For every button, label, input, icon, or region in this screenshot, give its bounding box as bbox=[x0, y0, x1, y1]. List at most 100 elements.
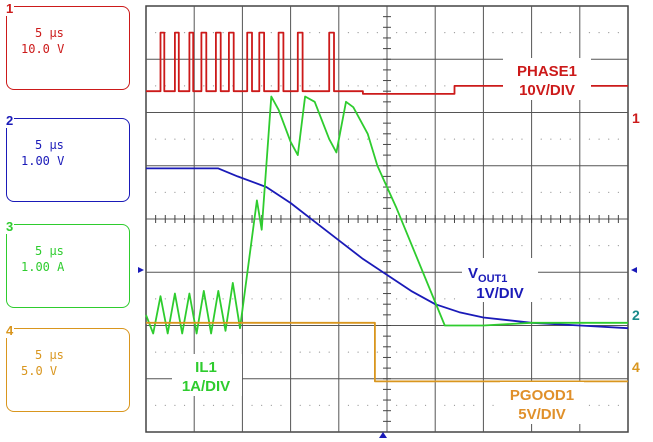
grid-dot bbox=[347, 298, 350, 300]
phase-div-label: 10V/DIV bbox=[519, 82, 575, 99]
grid-dot bbox=[463, 191, 465, 193]
grid-dot bbox=[164, 404, 166, 406]
grid-dot bbox=[405, 138, 407, 140]
traces bbox=[145, 31, 629, 383]
grid-dot bbox=[444, 191, 446, 193]
grid-dot bbox=[598, 351, 600, 353]
grid-dot bbox=[203, 85, 205, 87]
grid-dot bbox=[280, 85, 282, 87]
grid-dot bbox=[261, 351, 263, 353]
grid-dot bbox=[299, 404, 301, 406]
grid-dot bbox=[299, 351, 301, 353]
channel-number: 1 bbox=[5, 1, 15, 16]
grid-dot bbox=[251, 404, 253, 406]
grid-dot bbox=[424, 191, 427, 193]
grid-dot bbox=[212, 191, 215, 193]
grid-dot bbox=[347, 351, 350, 353]
grid-dot bbox=[203, 245, 205, 247]
grid-dot bbox=[463, 245, 465, 247]
grid-dot bbox=[318, 85, 321, 87]
channel-number: 4 bbox=[5, 323, 15, 338]
grid-dot bbox=[203, 138, 205, 140]
grid-dot bbox=[540, 245, 542, 247]
grid-dot bbox=[357, 245, 359, 247]
grid-dot bbox=[453, 404, 456, 406]
grid-dot bbox=[617, 191, 619, 193]
grid-dot bbox=[405, 245, 407, 247]
grid-dot bbox=[183, 85, 186, 87]
grid-dot bbox=[463, 32, 465, 34]
vout-div-label: 1V/DIV bbox=[476, 285, 524, 302]
grid-dot bbox=[357, 85, 359, 87]
grid-dot bbox=[415, 351, 417, 353]
grid-dot bbox=[444, 32, 446, 34]
trace-marker-2: 2 bbox=[632, 307, 640, 323]
grid-dot bbox=[155, 351, 157, 353]
grid-dot bbox=[588, 404, 591, 406]
grid-dot bbox=[299, 191, 301, 193]
grid-dot bbox=[347, 191, 350, 193]
grid-dot bbox=[174, 351, 176, 353]
grid-dot bbox=[405, 404, 407, 406]
grid-dot bbox=[164, 298, 166, 300]
grid-dot bbox=[261, 138, 263, 140]
trace-marker-4: 4 bbox=[632, 359, 640, 375]
grid-dot bbox=[280, 351, 282, 353]
grid-dot bbox=[569, 351, 571, 353]
grid-dot bbox=[550, 138, 552, 140]
grid-dot bbox=[376, 32, 378, 34]
grid-dot bbox=[405, 191, 407, 193]
grid-dot bbox=[598, 191, 600, 193]
grid-dot bbox=[183, 351, 186, 353]
grid-dot bbox=[559, 32, 562, 34]
channel-number: 3 bbox=[5, 219, 15, 234]
grid-dot bbox=[396, 191, 398, 193]
grid-dot bbox=[299, 245, 301, 247]
grid-dot bbox=[598, 32, 600, 34]
grid-dot bbox=[376, 191, 378, 193]
grid-dot bbox=[270, 191, 272, 193]
grid-dot bbox=[540, 32, 542, 34]
phase-label-bg bbox=[503, 58, 591, 100]
grid-dot bbox=[280, 245, 282, 247]
grid-dot bbox=[183, 298, 186, 300]
grid-dot bbox=[222, 404, 224, 406]
grid-dot bbox=[396, 138, 398, 140]
grid-dot bbox=[309, 32, 311, 34]
grid-dot bbox=[396, 404, 398, 406]
channel-volt-scale: 1.00 A bbox=[21, 260, 65, 274]
grid-dot bbox=[559, 298, 562, 300]
grid-dot bbox=[540, 351, 542, 353]
grid-dot bbox=[251, 298, 253, 300]
grid-dot bbox=[232, 191, 234, 193]
grid-dot bbox=[569, 298, 571, 300]
grid-dot bbox=[155, 298, 157, 300]
grid-dot bbox=[270, 85, 272, 87]
channel-4-box: 4 5 µs 5.0 V bbox=[5, 323, 130, 412]
grid-dot bbox=[511, 351, 513, 353]
grid-dot bbox=[444, 85, 446, 87]
grid-dot bbox=[347, 85, 350, 87]
grid-dot bbox=[367, 351, 369, 353]
grid-dot bbox=[222, 32, 224, 34]
grid-dot bbox=[309, 351, 311, 353]
grid-dot bbox=[473, 32, 475, 34]
grid-dot bbox=[328, 191, 330, 193]
grid-dot bbox=[280, 298, 282, 300]
trace-phase1 bbox=[146, 31, 628, 95]
grid-dot bbox=[164, 351, 166, 353]
grid-dot bbox=[396, 85, 398, 87]
grid-dot bbox=[270, 298, 272, 300]
channel-1-box: 1 5 µs 10.0 V bbox=[5, 1, 130, 90]
grid-dot bbox=[502, 32, 504, 34]
grid-dot bbox=[588, 298, 591, 300]
grid-dot bbox=[424, 351, 427, 353]
grid-dot bbox=[212, 138, 215, 140]
grid-dot bbox=[569, 245, 571, 247]
grid-dot bbox=[453, 351, 456, 353]
grid-dot bbox=[155, 85, 157, 87]
grid-dot bbox=[203, 404, 205, 406]
grid-dot bbox=[588, 32, 591, 34]
grid-dot bbox=[309, 138, 311, 140]
grid-dot bbox=[367, 85, 369, 87]
